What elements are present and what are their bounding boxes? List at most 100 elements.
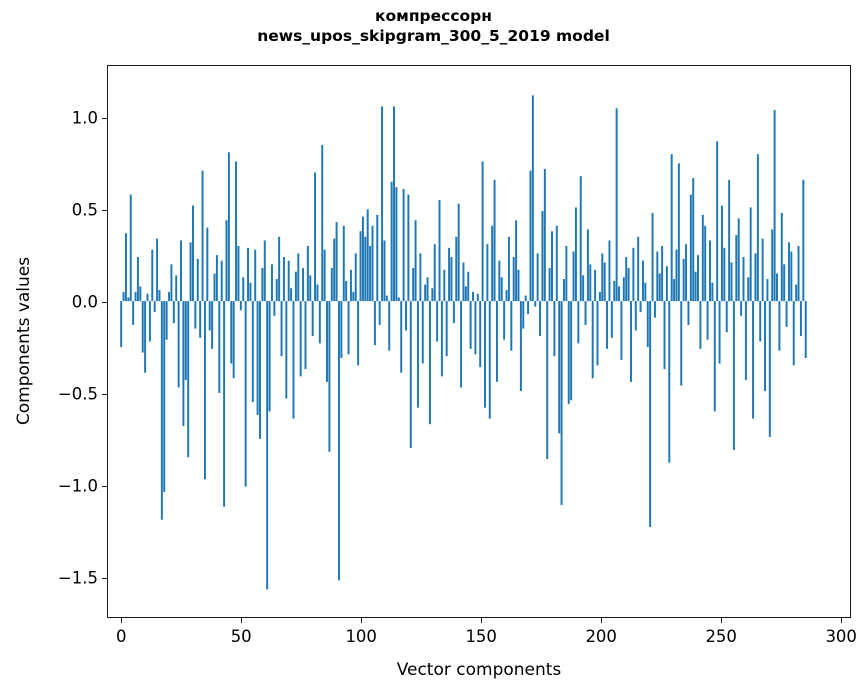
bar <box>783 264 786 302</box>
bar <box>665 266 668 302</box>
bar <box>548 268 551 302</box>
bar <box>326 301 328 382</box>
bar <box>701 214 704 302</box>
bar <box>787 242 790 302</box>
bar <box>646 301 649 348</box>
bar <box>574 207 577 302</box>
bar <box>582 275 585 302</box>
bar <box>136 257 139 302</box>
bar <box>785 301 788 327</box>
bar <box>333 238 336 302</box>
x-tick-label: 0 <box>115 627 127 646</box>
bar <box>270 264 273 302</box>
bar <box>256 301 259 415</box>
bar <box>122 291 125 302</box>
bar <box>318 301 321 344</box>
bar <box>187 301 190 458</box>
bar <box>510 301 513 351</box>
bar <box>199 301 202 338</box>
bar <box>371 225 374 302</box>
bar <box>476 293 479 302</box>
x-axis-label: Vector components <box>396 660 562 680</box>
x-tick-label: 100 <box>345 627 377 646</box>
x-tick-label: 250 <box>705 627 737 646</box>
bar <box>211 301 214 349</box>
bar <box>601 253 604 302</box>
bar <box>170 264 173 302</box>
bar <box>560 301 563 505</box>
bar <box>709 240 711 302</box>
bar <box>445 301 448 357</box>
bar <box>479 301 482 368</box>
bar <box>670 154 673 302</box>
bar <box>215 255 218 302</box>
bar <box>632 247 635 302</box>
bar <box>299 301 302 377</box>
bar <box>163 301 166 493</box>
x-tick-label: 50 <box>230 627 252 646</box>
bar <box>725 301 728 333</box>
bar <box>450 257 453 302</box>
bar <box>206 227 209 302</box>
bar <box>500 277 503 302</box>
x-tick-label: 150 <box>465 627 497 646</box>
bar <box>335 222 338 302</box>
bar <box>323 249 326 302</box>
bar <box>718 301 721 364</box>
bar <box>752 301 755 419</box>
y-axis-label-text: Components values <box>14 256 34 426</box>
bar <box>498 260 501 302</box>
y-tick-mark <box>102 117 108 119</box>
bar <box>280 301 283 357</box>
bar <box>220 260 223 302</box>
bar <box>349 269 352 302</box>
bar <box>572 251 575 302</box>
bar <box>792 301 795 366</box>
bar <box>529 170 532 302</box>
bar <box>156 238 159 302</box>
bar <box>764 301 767 392</box>
bar <box>383 240 386 302</box>
bar <box>711 282 714 302</box>
bar <box>189 242 192 302</box>
bar <box>651 212 654 302</box>
y-tick-mark <box>102 209 108 211</box>
bar <box>766 279 769 302</box>
bar <box>804 301 807 359</box>
bar <box>618 286 621 302</box>
bar <box>390 181 393 302</box>
bar <box>393 106 396 302</box>
x-tick-label: 300 <box>825 627 857 646</box>
bar <box>539 301 542 336</box>
bar <box>290 288 293 302</box>
bar <box>259 301 261 439</box>
bar <box>634 301 637 331</box>
bar <box>644 282 647 302</box>
x-tick-mark <box>361 617 363 623</box>
bar <box>239 301 242 311</box>
y-tick-mark <box>102 578 108 580</box>
bar <box>608 240 611 302</box>
y-tick-mark <box>102 486 108 488</box>
bar <box>493 179 496 302</box>
bar <box>656 251 659 302</box>
bar <box>168 291 171 302</box>
bar <box>749 207 752 302</box>
bar <box>127 297 130 302</box>
bar <box>761 238 764 302</box>
bar <box>790 251 793 302</box>
bar <box>802 179 805 302</box>
bar <box>230 301 233 364</box>
bar <box>388 301 391 351</box>
bar <box>285 301 288 399</box>
bar <box>524 295 527 302</box>
bar <box>273 301 276 316</box>
bar <box>304 301 307 370</box>
bar <box>692 178 695 302</box>
bar <box>237 245 240 302</box>
bar <box>780 212 783 302</box>
bar <box>184 301 187 381</box>
bar <box>567 301 570 404</box>
bar <box>553 301 556 357</box>
bar <box>369 245 372 302</box>
